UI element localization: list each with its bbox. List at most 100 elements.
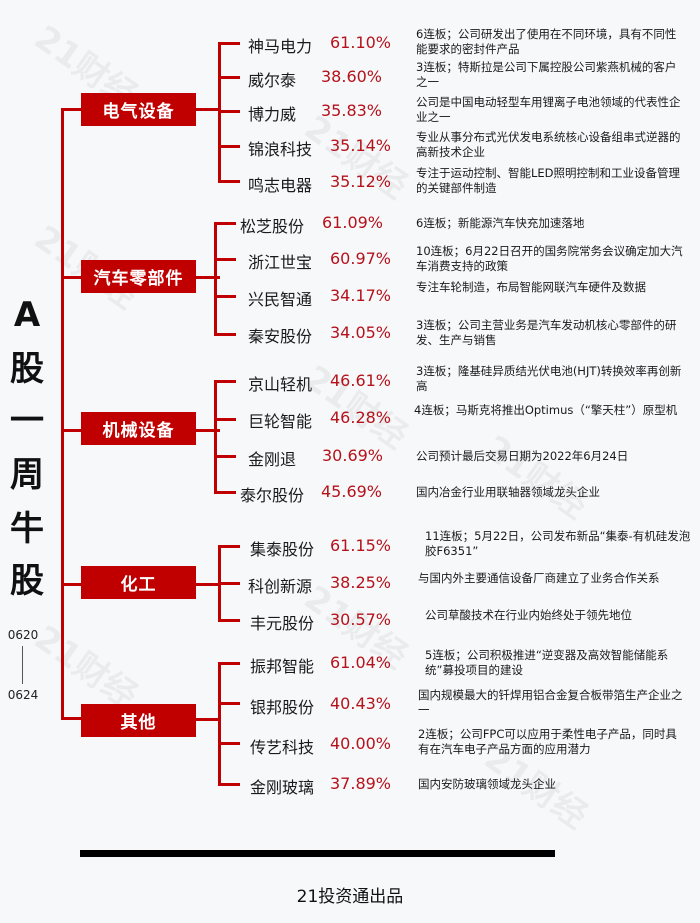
connector bbox=[218, 76, 240, 79]
stock-name: 金刚退 bbox=[248, 450, 297, 469]
stock-gain: 45.69% bbox=[321, 482, 383, 501]
stock-name: 巨轮智能 bbox=[248, 412, 313, 431]
stock-desc: 公司草酸技术在行业内始终处于领先地位 bbox=[425, 608, 632, 622]
stock-name: 锦浪科技 bbox=[248, 140, 313, 159]
stock-desc: 公司预计最后交易日期为2022年6月24日 bbox=[416, 449, 629, 463]
stock-gain: 61.10% bbox=[330, 33, 392, 52]
connector bbox=[214, 222, 236, 225]
date-start: 0620 bbox=[7, 628, 39, 642]
stock-name: 泰尔股份 bbox=[240, 486, 305, 505]
connector bbox=[214, 258, 236, 261]
stock-gain: 61.15% bbox=[330, 536, 392, 555]
connector bbox=[218, 702, 240, 705]
connector bbox=[196, 108, 220, 111]
connector bbox=[218, 145, 240, 148]
footer-divider bbox=[80, 850, 555, 857]
stock-desc: 6连板；公司研发出了使用在不同环境，具有不同性能要求的密封件产品 bbox=[416, 27, 677, 56]
branch-line bbox=[214, 222, 217, 336]
branch-line bbox=[218, 662, 221, 785]
connector bbox=[196, 718, 220, 721]
stock-name: 浙江世宝 bbox=[248, 253, 313, 272]
stock-name: 集泰股份 bbox=[250, 540, 315, 559]
watermark: 21财经 bbox=[476, 427, 595, 527]
stock-desc: 国内冶金行业用联轴器领域龙头企业 bbox=[416, 485, 600, 499]
stock-gain: 46.28% bbox=[330, 408, 392, 427]
footer-credit: 21投资通出品 bbox=[296, 887, 404, 907]
connector bbox=[218, 783, 240, 786]
stock-desc: 专注车轮制造，布局智能网联汽车硬件及数据 bbox=[416, 280, 646, 294]
stock-desc: 3连板；公司主营业务是汽车发动机核心零部件的研发、生产与销售 bbox=[416, 318, 677, 347]
stock-gain: 30.57% bbox=[330, 610, 392, 629]
stock-gain: 30.69% bbox=[322, 446, 384, 465]
connector bbox=[61, 717, 83, 720]
title-char: A bbox=[13, 295, 41, 335]
title-char: 股 bbox=[10, 561, 44, 601]
connector bbox=[196, 583, 220, 586]
stock-gain: 40.00% bbox=[330, 734, 392, 753]
stock-gain: 35.12% bbox=[330, 172, 392, 191]
stock-desc: 与国内外主要通信设备厂商建立了业务合作关系 bbox=[418, 571, 660, 585]
stock-gain: 34.05% bbox=[330, 323, 392, 342]
stock-name: 兴民智通 bbox=[248, 290, 313, 309]
stock-gain: 34.17% bbox=[330, 286, 392, 305]
stock-desc: 国内安防玻璃领域龙头企业 bbox=[418, 777, 556, 791]
connector bbox=[61, 108, 83, 111]
connector bbox=[218, 180, 240, 183]
stock-name: 鸣志电器 bbox=[248, 176, 313, 195]
connector bbox=[218, 742, 240, 745]
stock-gain: 38.60% bbox=[321, 67, 383, 86]
stock-gain: 38.25% bbox=[330, 573, 392, 592]
connector bbox=[214, 380, 236, 383]
connector bbox=[218, 110, 240, 113]
stock-name: 威尔泰 bbox=[248, 71, 297, 90]
stock-desc: 专注于运动控制、智能LED照明控制和工业设备管理的关键部件制造 bbox=[416, 166, 681, 195]
connector bbox=[218, 582, 240, 585]
category-chemicals: 化工 bbox=[81, 566, 196, 599]
stock-name: 博力威 bbox=[248, 105, 297, 124]
stock-gain: 61.09% bbox=[322, 213, 384, 232]
category-electrical-equipment: 电气设备 bbox=[81, 93, 196, 126]
stock-gain: 35.14% bbox=[330, 136, 392, 155]
stock-name: 神马电力 bbox=[248, 37, 313, 56]
stock-name: 科创新源 bbox=[248, 577, 313, 596]
stock-name: 丰元股份 bbox=[250, 614, 315, 633]
stock-desc: 6连板；新能源汽车快充加速落地 bbox=[416, 216, 585, 230]
connector bbox=[218, 42, 240, 45]
connector bbox=[196, 429, 220, 432]
connector bbox=[61, 276, 83, 279]
title-char: 周 bbox=[10, 455, 44, 495]
watermark: 21财经 bbox=[26, 617, 145, 717]
stock-desc: 3连板；特斯拉是公司下属控股公司紫燕机械的客户之一 bbox=[416, 60, 677, 89]
stock-gain: 35.83% bbox=[321, 101, 383, 120]
stock-desc: 专业从事分布式光伏发电系统核心设备组串式逆器的高新技术企业 bbox=[416, 130, 681, 159]
connector bbox=[214, 455, 236, 458]
stock-gain: 60.97% bbox=[330, 249, 392, 268]
connector bbox=[218, 619, 240, 622]
watermark: 21财经 bbox=[296, 357, 415, 457]
stock-desc: 公司是中国电动轻型车用锂离子电池领域的代表性企业之一 bbox=[416, 95, 681, 124]
connector bbox=[61, 429, 83, 432]
stock-name: 传艺科技 bbox=[250, 738, 315, 757]
stock-name: 银邦股份 bbox=[250, 698, 315, 717]
category-others: 其他 bbox=[81, 704, 196, 737]
date-divider bbox=[22, 646, 23, 684]
stock-desc: 10连板；6月22日召开的国务院常务会议确定加大汽车消费支持的政策 bbox=[416, 244, 683, 273]
stock-name: 金刚玻璃 bbox=[250, 778, 315, 797]
connector bbox=[218, 545, 240, 548]
category-machinery: 机械设备 bbox=[81, 412, 196, 445]
stock-name: 振邦智能 bbox=[250, 657, 315, 676]
connector bbox=[218, 662, 240, 665]
title-char: 牛 bbox=[10, 509, 44, 549]
stock-gain: 61.04% bbox=[330, 653, 392, 672]
stock-desc: 11连板；5月22日，公司发布新品“集泰-有机硅发泡胶F6351” bbox=[425, 529, 691, 558]
title-char: 股 bbox=[10, 349, 44, 389]
tree-trunk bbox=[61, 109, 64, 719]
stock-desc: 3连板；隆基硅异质结光伏电池(HJT)转换效率再创新高 bbox=[416, 364, 682, 393]
category-auto-parts: 汽车零部件 bbox=[81, 260, 196, 293]
stock-name: 松芝股份 bbox=[240, 217, 305, 236]
connector bbox=[61, 583, 83, 586]
connector bbox=[214, 295, 236, 298]
connector bbox=[214, 491, 236, 494]
stock-desc: 2连板；公司FPC可以应用于柔性电子产品，同时具有在汽车电子产品方面的应用潜力 bbox=[418, 727, 677, 756]
connector bbox=[196, 276, 220, 279]
